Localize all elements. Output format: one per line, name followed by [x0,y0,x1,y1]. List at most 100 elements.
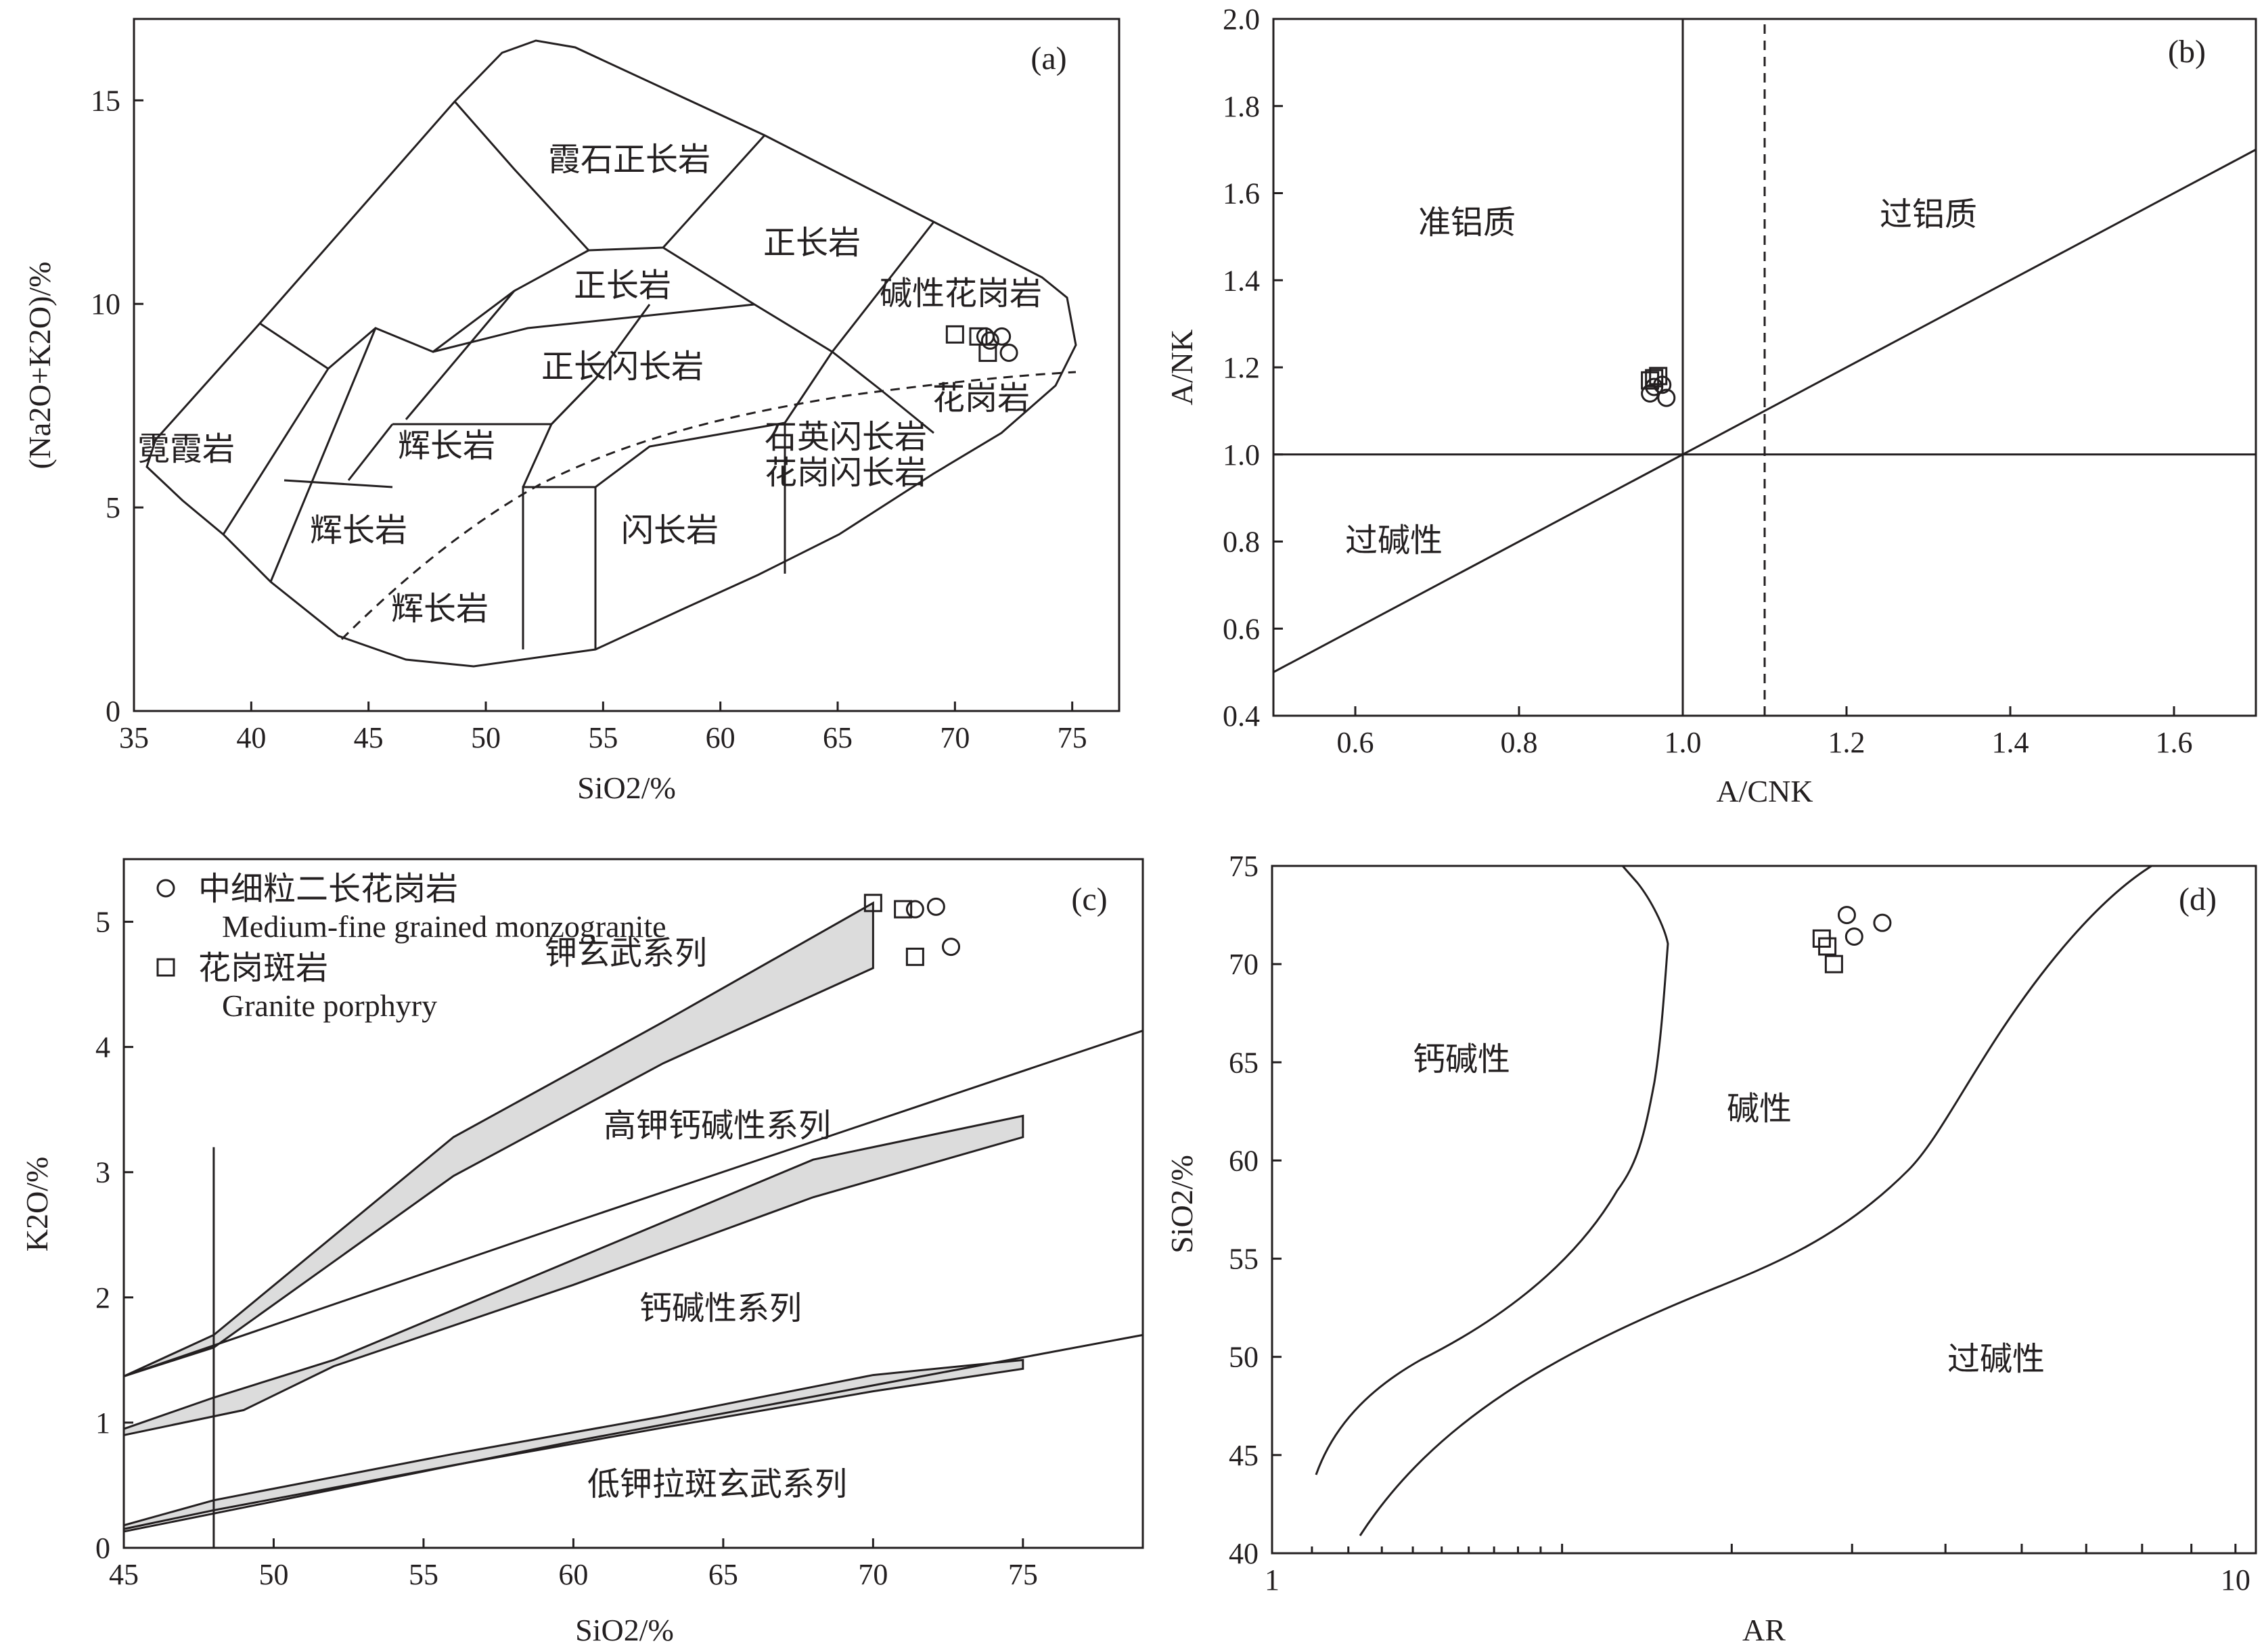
legend: 中细粒二长花岗岩 Medium-fine grained monzogranit… [156,871,666,1023]
c-high-k-upper-line [123,1030,1144,1377]
b-x-tick-label: 1.2 [1828,726,1865,759]
a-field-label: 霓霞岩 [137,432,235,467]
a-field-label: 花岗岩 [932,381,1030,417]
panel-b-label: (b) [2168,34,2206,70]
legend-monzogranite-zh: 中细粒二长花岗岩 [198,871,458,907]
c-point-granite-porphyry [863,894,882,913]
panel-b-ticks: 0.6 0.8 1.0 1.2 1.4 1.6 0.4 0.6 0.8 1.0 1.2 1.4 1.6 1… [1223,3,2193,759]
a-field-label: 辉长岩 [310,513,407,549]
c-field-label: 钾玄武系列 [545,936,707,971]
c-shoshonite-boundary-band [123,901,874,1377]
c-point-monzogranite [905,900,924,919]
d-y-tick-label: 65 [1229,1046,1259,1079]
panel-a-frame [133,18,1120,712]
panel-b-points [1641,367,1676,407]
b-y-tick-label: 1.0 [1223,438,1260,472]
a-x-tick-label: 55 [588,721,618,754]
legend-granite-porphyry-zh: 花岗斑岩 [198,950,328,986]
b-y-tick-label: 0.6 [1223,612,1260,645]
panel-b-shand-diagram: 0.6 0.8 1.0 1.2 1.4 1.6 0.4 0.6 0.8 1.0 1.2 1.4 1.6 1… [1164,3,2257,808]
a-y-tick-label: 10 [91,288,120,321]
c-x-tick-label: 60 [558,1558,588,1591]
d-y-tick-label: 45 [1229,1439,1259,1472]
b-x-tick-label: 1.6 [2156,726,2193,759]
a-point-granite-porphyry [969,327,988,346]
panel-a-field-boundaries [145,39,1077,668]
b-point-granite-porphyry [1649,367,1668,386]
b-point-monzogranite [1657,388,1676,407]
a-field-label: 闪长岩 [621,513,719,549]
d-point-monzogranite [1837,906,1856,925]
d-y-tick-label: 55 [1229,1243,1259,1276]
panel-c-ylabel: K2O/% [20,1157,54,1252]
panel-c-frame [122,858,1144,1549]
a-x-tick-label: 45 [354,721,384,754]
a-x-tick-label: 70 [940,721,970,754]
panel-a-xlabel: SiO2/% [577,771,676,805]
a-field-label: 正长岩 [574,268,671,304]
c-field-label: 高钾钙碱性系列 [604,1108,831,1144]
a-point-granite-porphyry [978,343,997,362]
panel-c-label: (c) [1071,881,1107,917]
b-one-to-one-line [1273,148,2257,673]
a-x-tick-label: 65 [823,721,853,754]
b-y-tick-label: 0.8 [1223,526,1260,559]
legend-granite-porphyry-en: Granite porphyry [222,988,437,1023]
d-y-tick-label: 40 [1229,1537,1259,1570]
a-field-label: 霞石正长岩 [548,142,710,178]
a-field-label: 花岗闪长岩 [765,455,927,491]
a-point-monzogranite [999,343,1018,362]
panel-a-ylabel: (Na2O+K2O)/% [22,262,57,469]
a-x-tick-label: 40 [236,721,266,754]
c-point-monzogranite [942,938,961,957]
b-y-tick-label: 0.4 [1223,699,1260,733]
d-field-label: 碱性 [1727,1091,1792,1127]
c-field-label: 钙碱性系列 [639,1291,802,1327]
c-point-monzogranite [926,897,945,916]
c-x-tick-label: 45 [109,1558,139,1591]
panel-a-tas-diagram: 35 40 45 50 55 60 65 70 75 0 5 10 15 (a) 霓霞岩 霞石正长岩正长岩… [22,18,1120,805]
a-point-monzogranite [993,327,1012,346]
a-field-label: 石英闪长岩 [765,419,927,455]
b-x-tick-label: 1.0 [1665,726,1702,759]
c-x-tick-label: 70 [858,1558,888,1591]
a-point-monzogranite [980,331,999,350]
panel-a-ticks: 35 40 45 50 55 60 65 70 75 0 5 10 15 [91,84,1087,754]
d-y-tick-label: 70 [1229,948,1259,981]
b-point-granite-porphyry [1645,369,1664,388]
panel-c-xlabel: SiO2/% [575,1613,674,1647]
c-y-tick-label: 2 [95,1281,110,1314]
panel-c-points [863,894,961,966]
a-point-granite-porphyry [945,325,964,344]
b-field-label: 过碱性 [1345,523,1443,559]
panel-d-frame [1271,865,2257,1555]
b-x-tick-label: 0.8 [1501,726,1538,759]
d-y-tick-label: 60 [1229,1144,1259,1177]
panel-a-points [945,325,1018,362]
a-x-tick-label: 60 [706,721,735,754]
a-x-tick-label: 35 [119,721,149,754]
a-field-label: 辉长岩 [391,591,489,627]
b-x-tick-label: 0.6 [1337,726,1374,759]
d-y-tick-label: 50 [1229,1341,1259,1374]
panel-d-points [1812,906,1892,973]
b-x-tick-label: 1.4 [1992,726,2029,759]
a-field-label: 辉长岩 [398,428,495,464]
a-x-tick-label: 50 [471,721,501,754]
b-y-tick-label: 1.8 [1223,90,1260,123]
c-x-tick-label: 50 [258,1558,288,1591]
d-point-granite-porphyry [1824,955,1843,973]
c-low-k-upper-line [123,1333,1144,1533]
legend-square-marker [156,958,175,977]
a-field-label: 正长岩 [763,225,861,261]
c-point-granite-porphyry [905,947,924,966]
d-x-tick-label: 1 [1265,1563,1280,1597]
panel-d-ylabel: SiO2/% [1164,1155,1199,1254]
panel-d-label: (d) [2179,881,2217,917]
c-y-tick-label: 5 [95,906,110,939]
a-point-monzogranite [976,327,995,346]
